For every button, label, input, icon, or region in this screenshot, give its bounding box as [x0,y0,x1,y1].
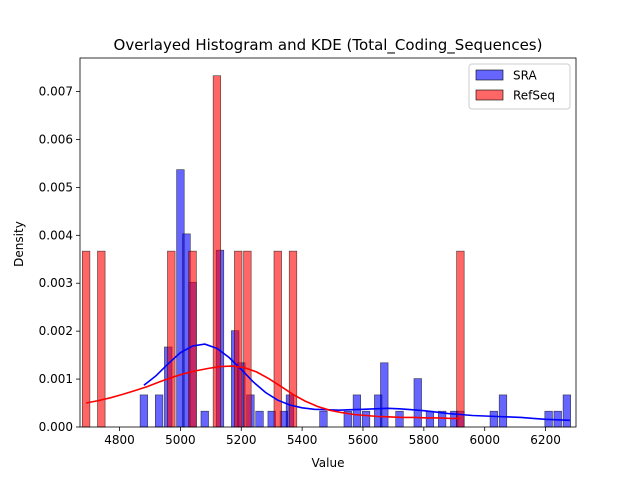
refseq-bar [243,250,252,428]
y-tick-label: 0.001 [39,372,73,386]
sra-bar [255,410,264,428]
sra-bar [352,394,362,428]
y-tick-label: 0.004 [39,228,73,242]
refseq-bar [81,250,91,428]
plot-frame [79,57,577,428]
sra-bar [562,394,571,428]
refseq-bar [188,250,197,428]
y-axis-label: Density [12,221,26,267]
sra-bar [413,378,422,428]
x-tick-label: 6200 [530,433,561,447]
chart-title: Overlayed Histogram and KDE (Total_Codin… [114,36,543,55]
sra-bar [139,394,149,428]
x-tick-label: 6000 [469,433,500,447]
kde-lines [85,343,570,422]
sra-legend-label: SRA [513,69,537,83]
refseq-bar [288,250,298,428]
sra-legend-swatch [475,69,504,81]
refseq-bars [81,75,465,428]
y-tick-label: 0.003 [39,276,73,290]
sra-bar [489,410,498,428]
x-tick-label: 5200 [226,433,257,447]
legend: SRA RefSeq [468,63,571,110]
sra-bar [200,410,209,428]
refseq-bar [456,250,465,428]
x-axis-label: Value [312,456,345,470]
x-tick-label: 5600 [348,433,379,447]
refseq-bar [212,75,222,428]
x-tick-label: 5800 [409,433,440,447]
x-tick-label: 5000 [165,433,196,447]
axes: 4800 5000 5200 5400 5600 5800 6000 6200 0.000 0.0… [39,57,577,447]
refseq-kde-line [85,365,461,420]
x-tick-label: 5400 [287,433,318,447]
y-tick-label: 0.005 [39,180,73,194]
refseq-legend-swatch [475,89,504,101]
y-tick-label: 0.000 [39,420,73,434]
sra-bar [155,394,164,428]
sra-bar [498,394,508,428]
y-tick-label: 0.002 [39,324,73,338]
sra-kde-line [143,343,570,422]
refseq-bar [167,250,176,428]
y-tick-label: 0.006 [39,132,73,146]
sra-bar [319,410,328,428]
sra-bar [395,410,404,428]
x-tick-label: 4800 [104,433,135,447]
refseq-legend-label: RefSeq [513,89,555,103]
sra-bar [361,410,371,428]
y-tick-label: 0.007 [39,85,73,99]
sra-bar [425,410,435,428]
refseq-bar [234,250,243,428]
